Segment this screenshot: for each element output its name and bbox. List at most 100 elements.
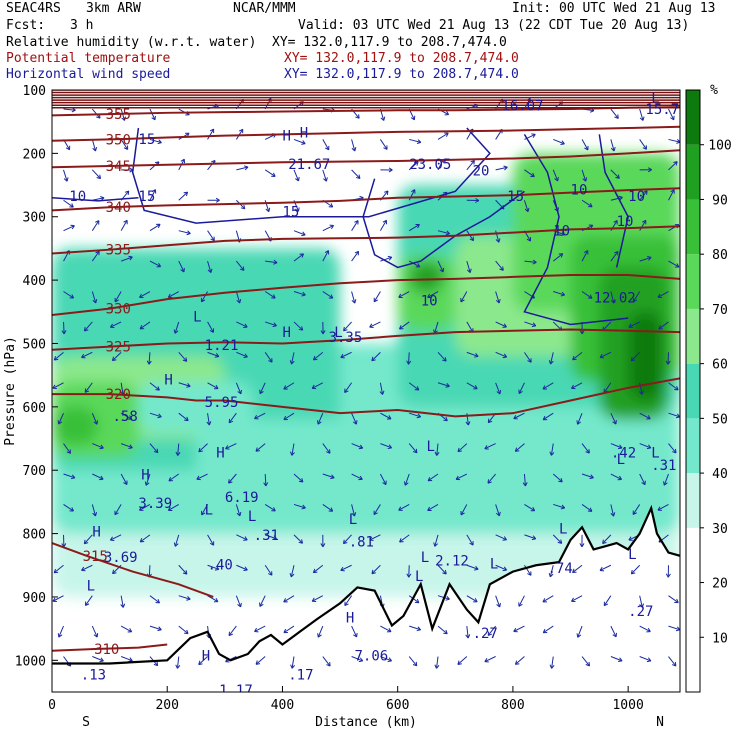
wind-vector: [84, 321, 93, 332]
wind-vector: [657, 291, 669, 298]
wind-speed-label: 15: [138, 132, 155, 148]
header-institution: NCAR/MMM: [233, 1, 296, 16]
wind-arrowhead: [52, 384, 57, 390]
wind-vector: [149, 443, 159, 453]
wind-vector: [120, 443, 133, 449]
wind-arrowhead: [57, 633, 63, 638]
wind-arrowhead: [168, 477, 173, 482]
wind-vector: [602, 534, 612, 544]
wind-arrowhead: [213, 597, 219, 603]
wind-arrowhead: [647, 167, 652, 173]
wind-arrowhead: [263, 482, 269, 487]
wind-speed-contours: [52, 127, 629, 326]
wind-arrowhead: [273, 259, 278, 265]
wind-vector: [603, 382, 612, 393]
wind-arrowhead: [198, 447, 203, 453]
wind-arrowhead: [416, 413, 422, 419]
wind-arrowhead: [155, 599, 160, 604]
extremum-value: .40: [208, 558, 233, 574]
x-tick-label: 0: [48, 698, 56, 713]
wind-arrowhead: [646, 657, 652, 663]
wind-arrowhead: [412, 448, 418, 454]
wind-arrowhead: [572, 355, 577, 361]
wind-arrowhead: [380, 116, 386, 121]
wind-vector: [91, 291, 97, 304]
wind-vector: [293, 321, 304, 331]
extremum-marker: L: [205, 503, 213, 519]
wind-arrowhead: [549, 664, 555, 669]
wind-arrowhead: [186, 595, 191, 601]
wind-vector: [177, 443, 180, 456]
wind-arrowhead: [355, 174, 361, 179]
wind-arrowhead: [283, 628, 288, 634]
wind-arrowhead: [289, 451, 295, 456]
wind-arrowhead: [353, 632, 358, 638]
colorbar-segment: [686, 90, 700, 145]
y-tick-label: 1000: [15, 654, 46, 669]
wind-vector: [495, 351, 507, 358]
wind-speed-label: 15: [282, 205, 299, 221]
colorbar-segment: [686, 144, 700, 200]
wind-vector: [399, 321, 410, 330]
wind-speed-label: 15: [138, 189, 155, 205]
wind-arrowhead: [151, 189, 157, 194]
wind-arrowhead: [610, 512, 616, 517]
wind-arrowhead: [554, 176, 559, 182]
wind-arrowhead: [410, 115, 416, 121]
wind-vector: [495, 595, 501, 608]
wind-vector: [91, 412, 98, 425]
wind-vector: [207, 160, 216, 171]
wind-vector: [317, 625, 324, 638]
wind-arrowhead: [254, 627, 259, 633]
wind-arrowhead: [298, 326, 304, 331]
wind-vector: [322, 225, 334, 232]
wind-vector: [542, 625, 554, 634]
wind-arrowhead: [114, 297, 119, 303]
wind-vector: [495, 291, 500, 304]
x-tick-label: 200: [155, 698, 178, 713]
wind-arrowhead: [647, 256, 652, 261]
wind-arrowhead: [542, 628, 548, 634]
wind-vector: [466, 321, 474, 333]
extremum-value: 3.39: [138, 496, 172, 512]
wind-vector: [466, 626, 469, 639]
wind-arrowhead: [180, 158, 186, 164]
wind-vector: [322, 139, 330, 151]
wind-vector: [322, 504, 333, 512]
wind-speed-contour: [598, 134, 629, 268]
wind-vector: [610, 443, 623, 449]
wind-arrowhead: [70, 474, 76, 480]
theta-label: 330: [106, 302, 131, 318]
wind-vector: [408, 260, 421, 268]
wind-arrowhead: [617, 444, 623, 450]
wind-arrowhead: [81, 566, 86, 572]
wind-speed-contour: [52, 196, 139, 202]
wind-vector: [340, 351, 352, 358]
wind-vector: [599, 351, 612, 358]
theta-label: 355: [106, 107, 131, 123]
theta-contour-340: [52, 187, 680, 212]
wind-vector: [668, 656, 677, 667]
wind-arrowhead: [228, 631, 233, 637]
wind-vector: [371, 564, 381, 575]
extremum-value: .17: [288, 667, 313, 683]
rh-field: [52, 153, 680, 692]
wind-vector: [552, 253, 563, 262]
wind-vector: [466, 564, 479, 570]
wind-vector: [81, 564, 93, 571]
wind-vector: [572, 564, 583, 573]
wind-arrowhead: [329, 224, 335, 230]
wind-vector: [114, 291, 122, 303]
wind-vector: [610, 196, 623, 201]
wind-vector: [351, 625, 358, 638]
wind-vector: [322, 250, 329, 262]
wind-arrowhead: [290, 664, 296, 669]
wind-arrowhead: [558, 253, 564, 258]
wind-speed-label: 15: [507, 189, 524, 205]
extremum-value: 2.12: [435, 553, 469, 569]
wind-vector: [369, 534, 381, 541]
wind-arrowhead: [445, 595, 450, 601]
header-project: SEAC4RS: [6, 1, 61, 16]
wind-vector: [524, 564, 532, 576]
extremum-marker: L: [389, 78, 397, 94]
